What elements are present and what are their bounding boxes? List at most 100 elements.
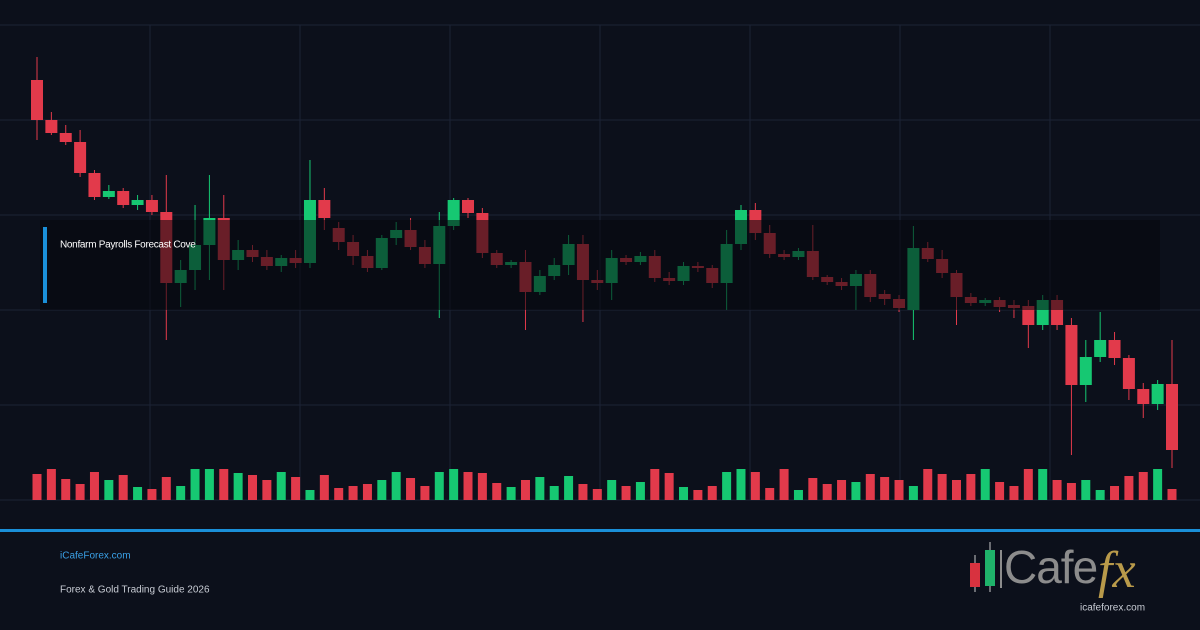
candle-body	[145, 200, 158, 212]
volume-bar	[176, 486, 186, 500]
volume-bar	[348, 486, 358, 500]
volume-bar	[46, 469, 56, 500]
candle-body	[31, 80, 43, 120]
divider	[0, 529, 1200, 532]
candle-body	[1094, 340, 1107, 357]
volume-bar	[492, 483, 502, 500]
candle-body	[131, 200, 144, 205]
logo-icon-candle	[970, 563, 980, 587]
candle-body	[45, 120, 58, 133]
volume-bar	[1052, 480, 1062, 500]
volume-bar	[607, 480, 617, 500]
volume-bar	[449, 469, 459, 500]
volume-bar	[779, 469, 789, 500]
footer-tagline: Forex & Gold Trading Guide 2026	[60, 585, 210, 596]
candle-body	[1079, 357, 1092, 385]
volume-bar	[1081, 480, 1091, 500]
volume-bar	[966, 474, 976, 500]
annotation-bar	[43, 227, 47, 303]
volume-bar	[391, 472, 401, 500]
candle-body	[1151, 384, 1164, 404]
volume-bar	[61, 479, 71, 500]
volume-bar	[679, 487, 689, 500]
candle-body	[447, 200, 460, 226]
candle-body	[1122, 358, 1135, 389]
volume-bar	[880, 477, 890, 500]
logo-icon-candle	[985, 550, 995, 586]
volume-bar	[837, 480, 847, 500]
volume-bar	[1110, 486, 1120, 500]
candle-body	[1022, 306, 1035, 325]
footer-site: iCafeForex.com	[60, 551, 131, 562]
volume-bar	[204, 469, 214, 500]
candle-body	[88, 173, 101, 197]
volume-bar	[161, 477, 171, 500]
volume-bar	[592, 489, 602, 500]
volume-bar	[1153, 469, 1163, 500]
candle-body	[1166, 384, 1178, 450]
volume-bar	[650, 469, 660, 500]
volume-bar	[937, 474, 947, 500]
volume-bar	[1124, 476, 1134, 500]
volume-bar	[305, 490, 315, 500]
volume-bar	[276, 472, 286, 500]
volume-bar	[334, 488, 344, 500]
volume-bar	[722, 472, 732, 500]
candle-body	[1137, 389, 1150, 404]
volume-bar	[908, 486, 918, 500]
volume-bar	[1167, 489, 1177, 500]
volume-bar	[951, 480, 961, 500]
volume-bar	[147, 489, 157, 500]
volume-bar	[808, 478, 818, 500]
candle-body	[1108, 340, 1121, 358]
volume-bar	[1009, 486, 1019, 500]
volume-bar	[1023, 469, 1033, 500]
volume-bar	[707, 486, 717, 500]
volume-bar	[578, 484, 588, 500]
candle-body	[462, 200, 475, 213]
volume-bar	[420, 486, 430, 500]
volume-bar	[1138, 472, 1148, 500]
volume-bar	[564, 476, 574, 500]
volume-bar	[104, 480, 114, 500]
volume-bar	[118, 475, 128, 500]
volume-bar	[248, 475, 258, 500]
volume-bar	[621, 486, 631, 500]
volume-bar	[851, 482, 861, 500]
logo-url: icafeforex.com	[1080, 603, 1145, 614]
candle-body	[102, 191, 115, 197]
volume-bar	[362, 484, 372, 500]
volume-bar	[75, 484, 85, 500]
logo-accent: fx	[1098, 542, 1136, 599]
volume-bar	[291, 477, 301, 500]
volume-bar	[693, 490, 703, 500]
volume-bar	[463, 472, 473, 500]
volume-bar	[133, 487, 143, 500]
candle-body	[1065, 325, 1078, 385]
volume-bar	[736, 469, 746, 500]
logo: Cafe fx icafeforex.com	[970, 541, 1145, 614]
volume-bar	[89, 472, 99, 500]
logo-i	[1000, 550, 1002, 588]
volume-bar	[32, 474, 42, 500]
volume-bar	[664, 473, 674, 500]
volume-bar	[377, 480, 387, 500]
volume-bar	[549, 486, 559, 500]
volume-bar	[1038, 469, 1048, 500]
volume-bar	[995, 482, 1005, 500]
volume-bar	[477, 473, 487, 500]
logo-word: Cafe	[1004, 541, 1097, 593]
volume-bar	[865, 474, 875, 500]
volume-bar	[233, 473, 243, 500]
volume-bar	[894, 480, 904, 500]
volume-bar	[219, 469, 229, 500]
volume-bar	[1095, 490, 1105, 500]
volume-bar	[793, 490, 803, 500]
volume-bar	[1066, 483, 1076, 500]
volume-bar	[506, 487, 516, 500]
volume-bar	[262, 480, 272, 500]
volume-bar	[434, 472, 444, 500]
volume-bar	[319, 475, 329, 500]
volume-bar	[822, 484, 832, 500]
